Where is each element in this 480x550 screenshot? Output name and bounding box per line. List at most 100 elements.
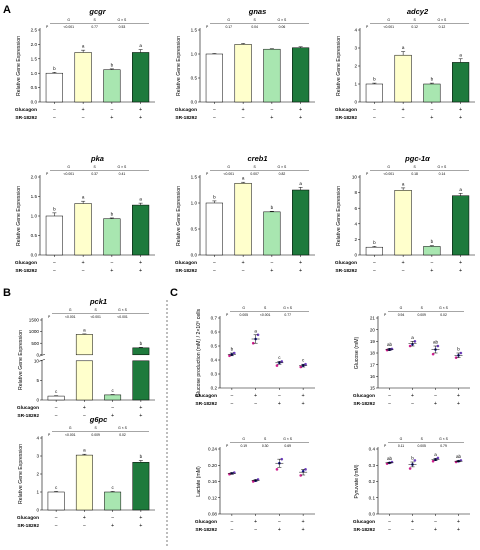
stats-header: S (421, 306, 424, 310)
stats-header: G (242, 306, 245, 310)
treatment-sign: + (299, 115, 302, 121)
y-tick-label: 2 (354, 64, 357, 69)
row-label-sr18292: SR-18292 (15, 115, 37, 121)
significance-letter: b (231, 347, 234, 352)
chart-title: pck1 (89, 297, 107, 306)
treatment-sign: − (83, 523, 86, 529)
treatment-sign: + (459, 260, 462, 266)
stats-header: G (69, 426, 72, 430)
significance-letter: ab (387, 456, 393, 461)
treatment-sign: − (83, 413, 86, 419)
treatment-sign: − (434, 519, 437, 525)
chart-title: creb1 (247, 154, 267, 163)
treatment-sign: − (430, 107, 433, 113)
stats-header: G × S (438, 18, 448, 22)
treatment-sign: − (230, 527, 233, 533)
bar (365, 83, 383, 103)
y-tick-label: 0.1 (369, 495, 376, 500)
significance-letter: b (140, 341, 143, 346)
treatment-sign: + (111, 413, 114, 419)
bar (292, 47, 310, 103)
stats-value: 0.77 (91, 25, 98, 29)
treatment-sign: + (254, 393, 257, 399)
treatment-sign: + (139, 115, 142, 121)
significance-letter: a (402, 45, 405, 50)
stats-header: G (227, 18, 230, 22)
significance-letter: b (411, 456, 414, 461)
treatment-sign: + (83, 405, 86, 411)
stats-p-label: P (206, 172, 209, 176)
chart-title: gnas (248, 7, 267, 16)
panel-label-a: A (3, 4, 11, 16)
treatment-sign: − (213, 107, 216, 113)
treatment-sign: + (139, 515, 142, 521)
significance-letter: c (302, 358, 305, 363)
y-tick-label: 0.08 (208, 512, 217, 517)
y-tick-label: 21 (370, 316, 376, 321)
stats-value: 0.005 (240, 313, 249, 317)
stats-value: 0.12 (439, 25, 446, 29)
treatment-sign: + (459, 115, 462, 121)
stats-header: G (67, 18, 70, 22)
y-axis-label: Glucose production (mM) / 2×10⁶ cells (196, 308, 202, 397)
treatment-sign: − (402, 115, 405, 121)
data-point (431, 459, 435, 463)
data-point (431, 352, 435, 356)
treatment-sign: + (83, 515, 86, 521)
chart-title: gcgr (88, 7, 106, 16)
chart-4: pka P G S G × S <0.001 0.37 0.41 Relative Gene E… (15, 154, 155, 274)
y-tick-label: 0.0 (31, 100, 38, 105)
stats-header: G × S (278, 165, 288, 169)
treatment-sign: − (55, 523, 58, 529)
significance-letter: c (55, 389, 58, 394)
treatment-sign: + (302, 401, 305, 407)
significance-letter: b (457, 347, 460, 352)
treatment-sign: + (299, 268, 302, 274)
stats-header: G × S (283, 437, 293, 441)
y-tick-label: 0.0 (369, 512, 376, 517)
treatment-sign: + (139, 413, 142, 419)
stats-header: S (95, 308, 98, 312)
stats-value: 0.009 (417, 313, 426, 317)
y-tick-label: 17 (370, 362, 376, 367)
axis-break-gap (39, 355, 156, 361)
row-label-sr18292: SR-18292 (15, 268, 37, 274)
treatment-sign: + (459, 107, 462, 113)
y-tick-label: 0.12 (208, 495, 217, 500)
y-tick-label: 2.0 (31, 175, 38, 180)
y-tick-label: 5 (36, 378, 39, 383)
y-tick-label: 10 (352, 175, 358, 180)
y-axis-label: Lactate (mM) (196, 466, 202, 497)
y-tick-label: 1500 (29, 318, 40, 323)
stats-value: 0.04 (251, 25, 258, 29)
significance-letter: b (53, 206, 56, 211)
y-axis-label: Relative Gene Expression (176, 186, 182, 246)
row-label-glucagon: Glucagon (175, 107, 197, 113)
significance-letter: a (139, 197, 142, 202)
y-tick-label: 20 (370, 327, 376, 332)
bar (132, 52, 150, 103)
stats-header: S (413, 165, 416, 169)
treatment-sign: − (254, 527, 257, 533)
row-label-glucagon: Glucagon (353, 519, 375, 525)
row-label-sr18292: SR-18292 (175, 115, 197, 121)
row-label-sr18292: SR-18292 (335, 268, 357, 274)
treatment-sign: + (430, 268, 433, 274)
chart-12: P G S G × S 0.11 0.005 0.79 Pyruvate (mM) 0.0 0.1… (353, 437, 470, 533)
data-point (280, 457, 284, 461)
chart-6: pgc-1α P G S G × S <0.001 0.18 0.14 Relative Gen… (335, 154, 475, 274)
chart-1: gcgr P G S G × S <0.001 0.77 0.53 Relative Gene … (15, 7, 155, 121)
data-point (251, 341, 255, 345)
y-tick-label: 19 (370, 339, 376, 344)
stats-value: 0.69 (284, 444, 291, 448)
data-point (299, 365, 303, 369)
stats-header: G (400, 306, 403, 310)
significance-letter: b (53, 66, 56, 71)
treatment-sign: − (213, 260, 216, 266)
row-label-glucagon: Glucagon (335, 260, 357, 266)
chart-2: gnas P G S G × S 0.17 0.04 0.06 Relative Gene Ex… (175, 7, 315, 121)
chart-10: P G S G × S 0.94 0.009 0.02 Glucose (mM) 15 16 17 1… (353, 306, 470, 407)
stats-value: 0.37 (91, 172, 98, 176)
stats-value: 0.02 (440, 313, 447, 317)
significance-letter: b (431, 239, 434, 244)
